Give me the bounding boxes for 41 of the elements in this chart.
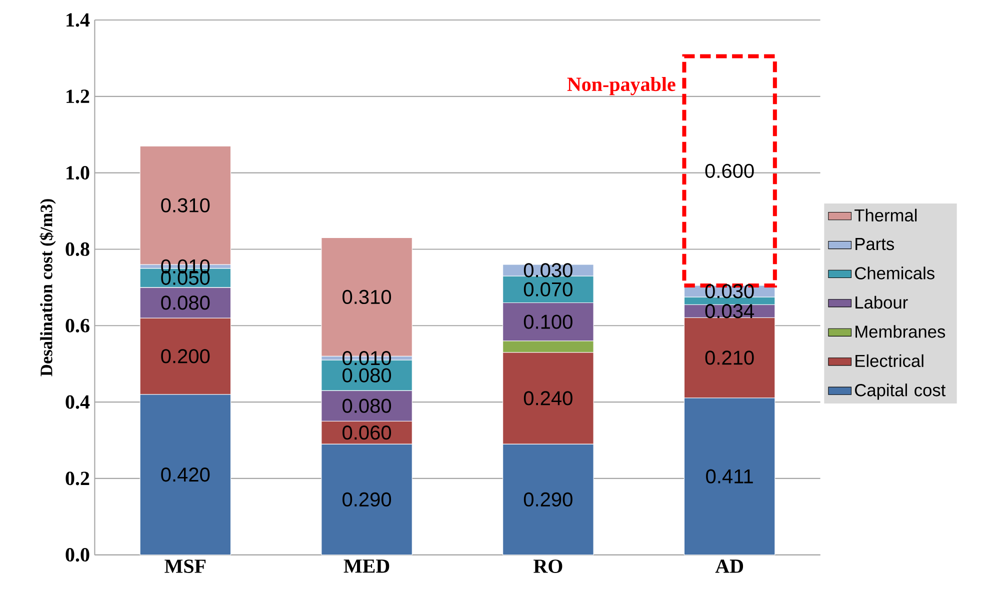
- data-label: 0.034: [705, 304, 754, 318]
- legend-label: Parts: [856, 238, 894, 250]
- data-label: 0.080: [161, 296, 210, 310]
- data-label: 0.080: [342, 399, 392, 414]
- data-label: 0.600: [705, 164, 754, 178]
- y-tick-label: 0.0: [66, 548, 90, 562]
- y-tick-label: 1.2: [66, 90, 90, 104]
- y-tick-label: 0.4: [66, 395, 90, 410]
- y-tick-label: 1.4: [66, 14, 90, 27]
- legend-label: Capital cost: [855, 384, 946, 400]
- data-label: 0.210: [705, 350, 754, 366]
- y-tick-label: 0.6: [66, 319, 90, 333]
- y-tick-label: 0.8: [66, 242, 90, 256]
- x-tick-label: AD: [715, 560, 744, 574]
- data-label: 0.100: [524, 314, 572, 330]
- annotation: Non-payable: [567, 77, 676, 96]
- data-label: 0.200: [161, 349, 210, 364]
- legend-label: Labour: [856, 296, 908, 309]
- data-label: 0.080: [342, 368, 392, 383]
- data-label: 0.240: [524, 391, 572, 406]
- data-label: 0.070: [524, 282, 572, 297]
- data-label: 0.310: [161, 198, 210, 213]
- x-tick-label: MSF: [164, 560, 206, 574]
- legend-label: Chemicals: [855, 266, 934, 280]
- data-label: 0.030: [524, 263, 572, 278]
- data-label: 0.010: [342, 351, 392, 366]
- legend-label: Thermal: [854, 209, 917, 222]
- data-label: 0.060: [342, 426, 392, 440]
- y-tick-label: 0.2: [66, 472, 90, 486]
- data-label: 0.310: [342, 290, 392, 304]
- data-label: 0.030: [705, 284, 754, 299]
- y-axis-title: Desalination cost ($/m3): [40, 199, 56, 376]
- legend-label: Electrical: [856, 354, 924, 368]
- y-tick-label: 1.0: [66, 166, 90, 180]
- data-label: 0.420: [161, 468, 210, 482]
- x-tick-label: RO: [534, 560, 562, 574]
- data-label: 0.290: [342, 492, 392, 507]
- data-label: 0.411: [706, 469, 753, 484]
- x-tick-label: MED: [344, 560, 390, 573]
- legend-label: Membranes: [856, 325, 946, 338]
- data-label: 0.290: [524, 492, 572, 507]
